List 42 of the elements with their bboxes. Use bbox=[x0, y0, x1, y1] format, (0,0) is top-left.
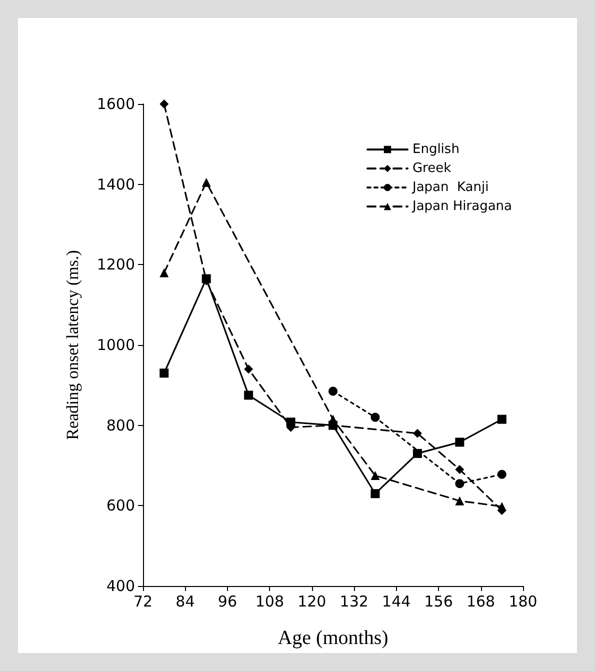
x-tick-label: 144 bbox=[382, 592, 411, 610]
point bbox=[244, 390, 254, 400]
x-tick-label: 84 bbox=[176, 592, 195, 610]
x-axis-title: Age (months) bbox=[278, 627, 388, 649]
point bbox=[370, 412, 380, 422]
point bbox=[370, 489, 380, 498]
y-tick-label: 1000 bbox=[96, 336, 135, 354]
point bbox=[455, 438, 464, 447]
point bbox=[370, 471, 380, 480]
point bbox=[244, 364, 254, 374]
y-tick-label: 1600 bbox=[96, 95, 135, 113]
point bbox=[412, 428, 422, 438]
legend-label: Greek bbox=[412, 161, 452, 176]
y-tick-label: 400 bbox=[106, 577, 135, 595]
x-tick-label: 120 bbox=[298, 592, 326, 610]
point bbox=[497, 414, 506, 424]
x-tick-label: 72 bbox=[133, 592, 153, 610]
legend-label: English bbox=[412, 142, 460, 157]
point bbox=[328, 386, 338, 396]
point bbox=[455, 496, 464, 506]
x-tick-label: 180 bbox=[508, 592, 538, 610]
y-tick-label: 800 bbox=[106, 416, 135, 434]
x-tick-label: 96 bbox=[218, 592, 237, 610]
y-tick-label: 1200 bbox=[96, 256, 135, 274]
y-axis-title: Reading onset latency (ms.) bbox=[63, 250, 82, 440]
point bbox=[160, 268, 169, 278]
point bbox=[160, 100, 169, 108]
x-tick-label: 156 bbox=[424, 592, 453, 610]
legend-label: Japan Kanji bbox=[411, 180, 489, 195]
x-tick-label: 132 bbox=[340, 592, 368, 610]
point bbox=[455, 465, 464, 474]
point bbox=[202, 178, 211, 187]
point bbox=[497, 502, 506, 511]
y-tick-label: 1400 bbox=[96, 175, 135, 194]
point bbox=[497, 470, 506, 479]
x-tick-label: 168 bbox=[466, 592, 496, 610]
point bbox=[160, 368, 169, 378]
point bbox=[455, 479, 464, 488]
legend-label: Japan Hiragana bbox=[411, 199, 512, 214]
point bbox=[412, 448, 422, 458]
y-tick-label: 600 bbox=[106, 496, 135, 515]
x-tick-label: 108 bbox=[255, 592, 284, 610]
